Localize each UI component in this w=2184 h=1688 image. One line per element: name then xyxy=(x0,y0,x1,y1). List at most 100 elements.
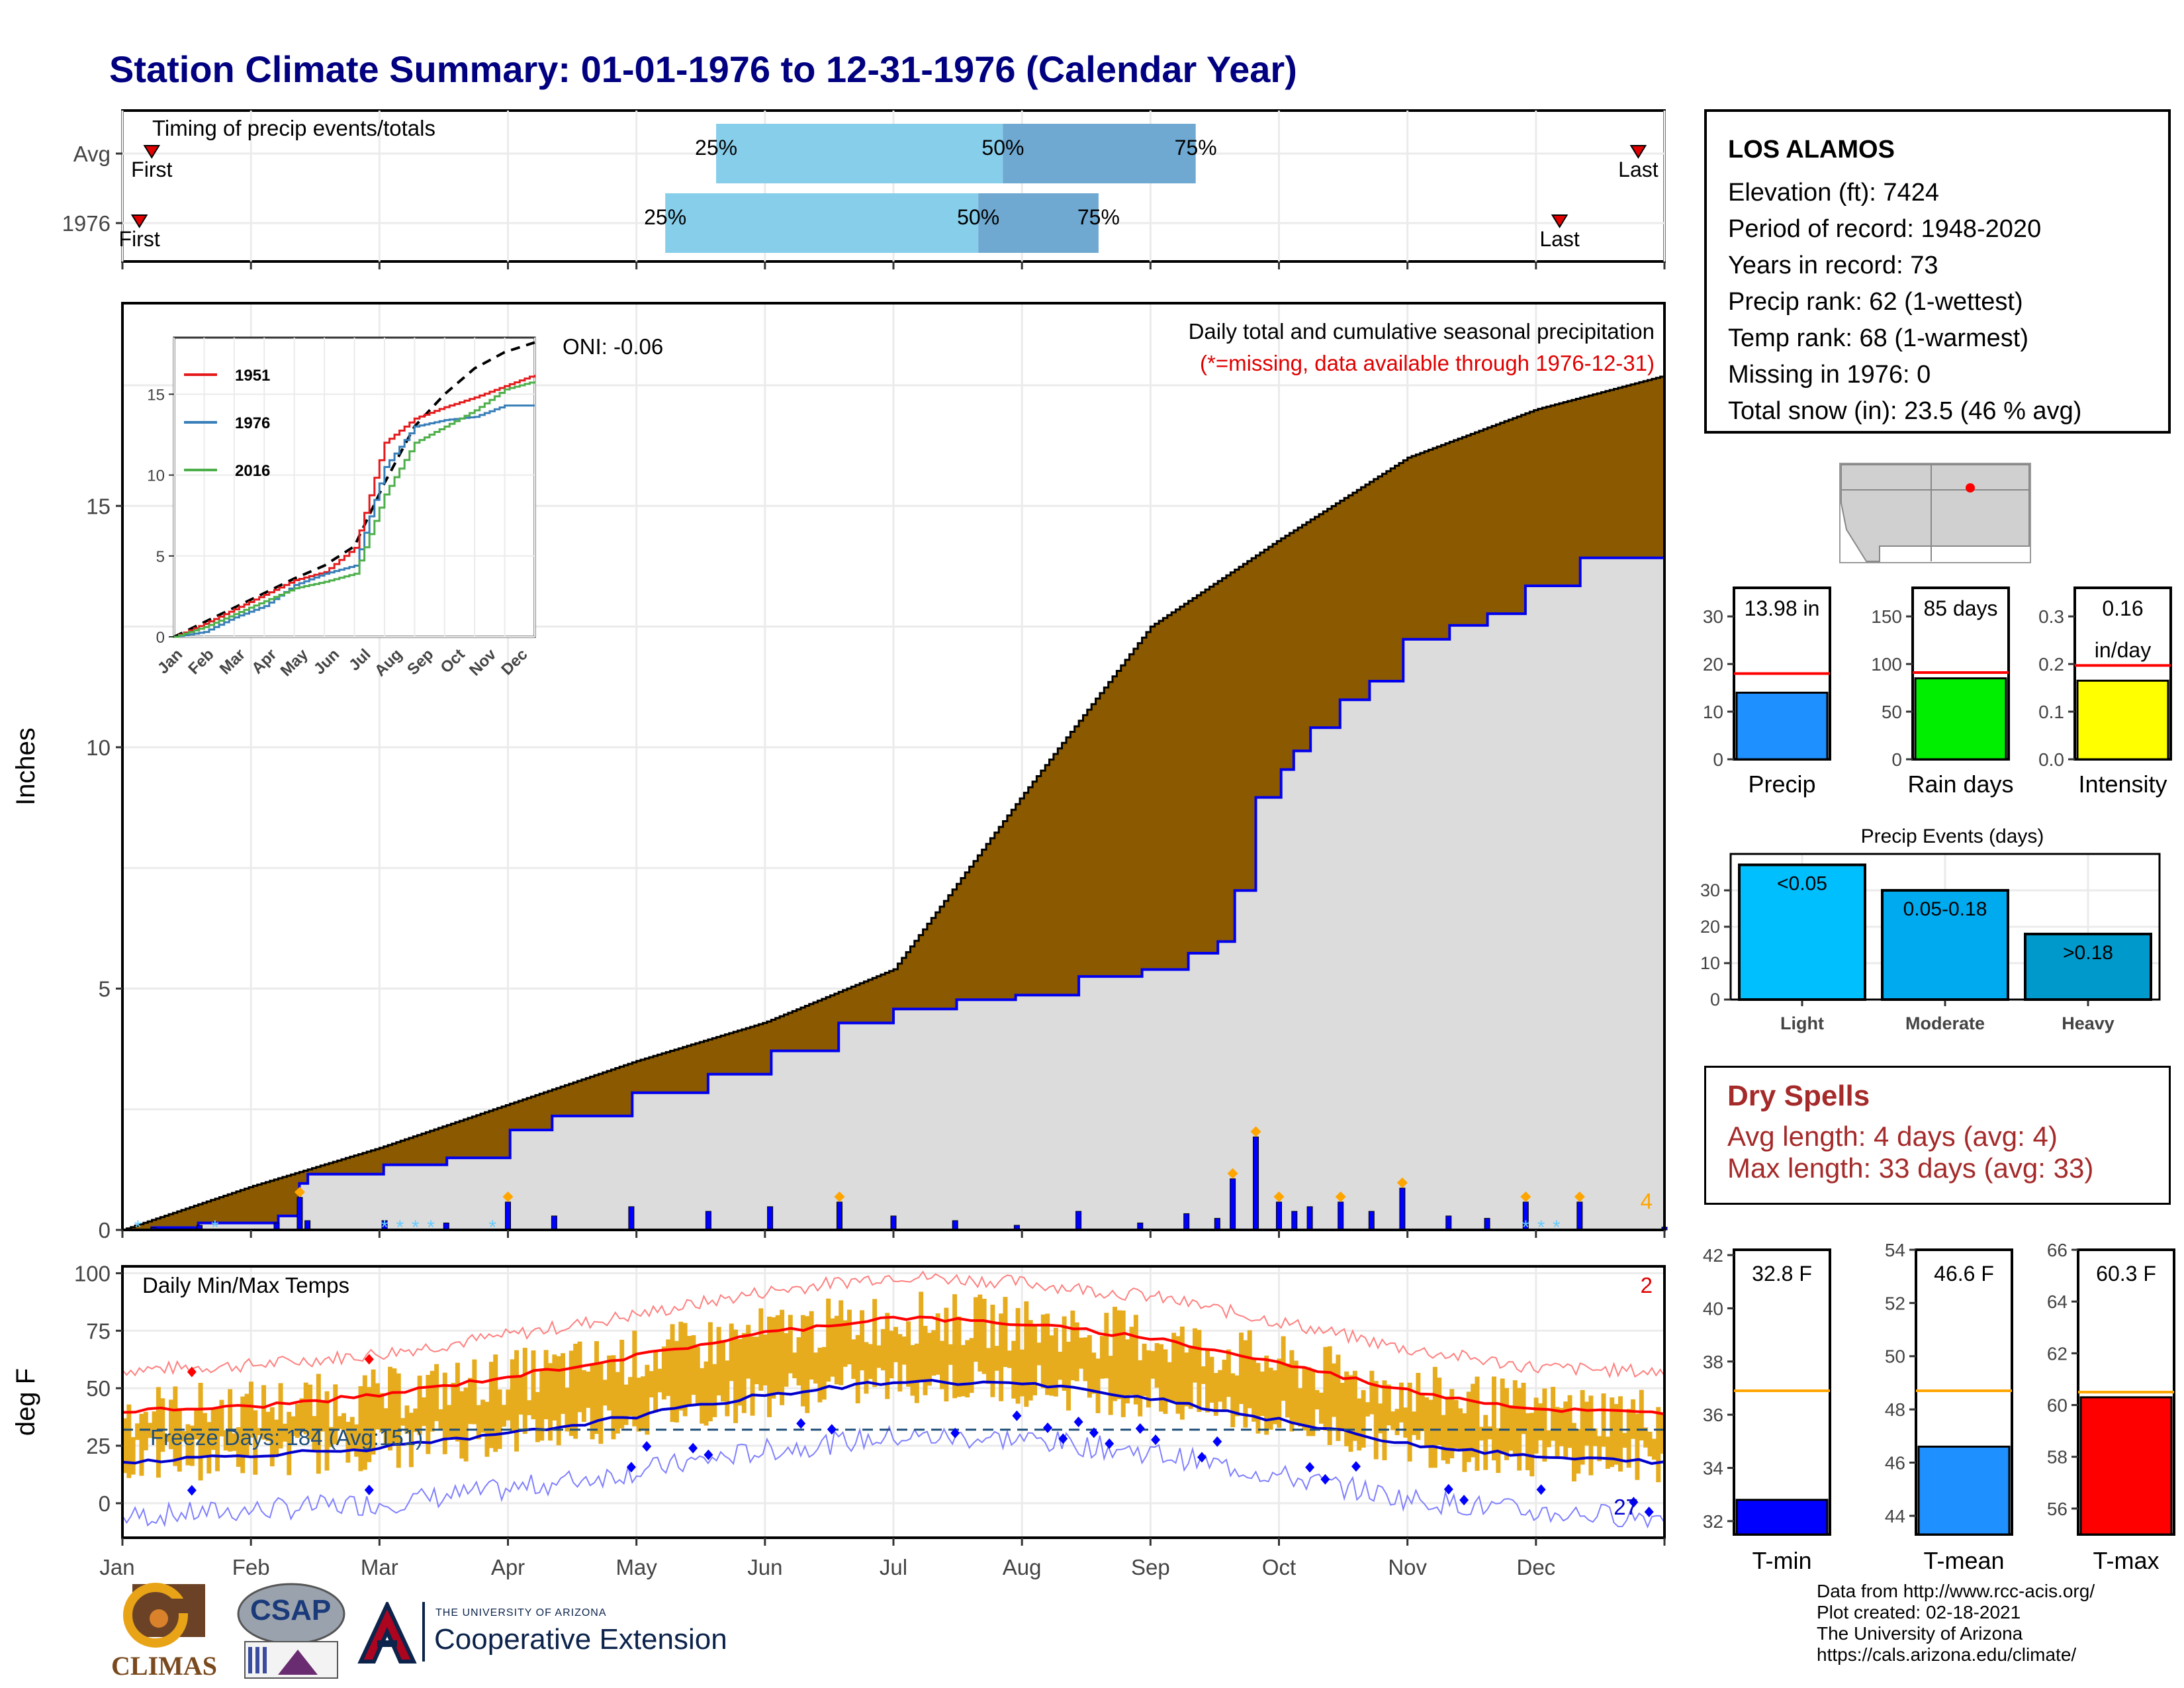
daily-temp-bar xyxy=(999,1313,1004,1401)
daily-temp-bar xyxy=(1074,1322,1079,1382)
daily-temp-bar xyxy=(236,1427,241,1467)
timing-bar-q25-q50 xyxy=(716,124,1003,183)
daily-temp-bar xyxy=(333,1384,338,1444)
month-label: Feb xyxy=(232,1555,270,1579)
cold-extreme-marker xyxy=(626,1462,636,1473)
daily-temp-bar xyxy=(1533,1397,1539,1454)
precip-extreme-marker xyxy=(1396,1177,1408,1188)
daily-temp-bar xyxy=(754,1336,759,1385)
month-label: Sep xyxy=(1131,1555,1170,1579)
timing-row-label: Avg xyxy=(73,142,111,166)
daily-temp-bar xyxy=(1015,1308,1021,1404)
summary-bar-fill xyxy=(1735,691,1829,761)
daily-temp-bar xyxy=(1058,1352,1063,1380)
credit-line-url: https://cals.arizona.edu/climate/ xyxy=(1817,1644,2077,1665)
precip-daily-bar xyxy=(551,1215,557,1231)
avg-min-line xyxy=(122,1378,1665,1465)
daily-temp-bar xyxy=(1045,1313,1050,1395)
daily-temp-bar xyxy=(1352,1370,1357,1441)
station-period: Period of record: 1948-2020 xyxy=(1728,215,2042,243)
daily-temp-bar xyxy=(426,1374,431,1454)
daily-temp-bar xyxy=(1070,1310,1075,1381)
inset-y-tick-label: 10 xyxy=(147,467,165,485)
daily-temp-bar xyxy=(1449,1389,1455,1458)
daily-temp-bar xyxy=(1226,1349,1231,1397)
daily-temp-bar xyxy=(1142,1343,1147,1396)
daily-temp-bar xyxy=(729,1323,734,1382)
events-bar-label: >0.18 xyxy=(2063,942,2113,964)
daily-temp-bar xyxy=(1323,1346,1328,1431)
daily-temp-bar xyxy=(1032,1325,1038,1395)
daily-temp-bar xyxy=(1365,1402,1370,1417)
daily-temp-bar xyxy=(1154,1342,1160,1388)
temp-summary-tick-label: 64 xyxy=(2047,1291,2068,1312)
daily-temp-bar xyxy=(994,1346,999,1371)
summary-bar-tick-label: 0.0 xyxy=(2038,749,2064,770)
daily-temp-bar xyxy=(569,1350,574,1436)
daily-temp-bar xyxy=(375,1383,380,1430)
daily-temp-bar xyxy=(906,1321,911,1387)
daily-temp-bar xyxy=(632,1331,637,1427)
dry-spells-max: Max length: 33 days (avg: 33) xyxy=(1727,1152,2094,1184)
timing-last-marker xyxy=(1629,145,1647,159)
daily-temp-bar xyxy=(1327,1346,1332,1445)
cold-extreme-marker xyxy=(364,1484,374,1495)
daily-temp-bar xyxy=(1133,1315,1138,1405)
daily-temp-bar xyxy=(1538,1403,1543,1440)
daily-temp-bar xyxy=(986,1348,991,1384)
cold-extreme-marker xyxy=(688,1442,698,1454)
daily-temp-bar xyxy=(1412,1411,1416,1435)
daily-temp-bar xyxy=(1416,1372,1421,1440)
precip-daily-bar xyxy=(296,1197,303,1231)
daily-temp-bar xyxy=(388,1366,393,1451)
daily-temp-bar xyxy=(1500,1378,1505,1454)
daily-temp-bar xyxy=(442,1372,447,1454)
precip-daily-bar xyxy=(890,1215,897,1231)
summary-bar-tick-label: 0.3 xyxy=(2038,606,2064,627)
inset-legend-label: 1951 xyxy=(235,367,270,385)
daily-temp-bar xyxy=(1272,1370,1277,1425)
daily-temp-bar xyxy=(472,1359,477,1425)
daily-temp-bar xyxy=(910,1344,915,1396)
daily-temp-bar xyxy=(1453,1399,1459,1448)
hot-extreme-count: 2 xyxy=(1641,1273,1653,1297)
daily-temp-bar xyxy=(1462,1413,1467,1472)
daily-temp-bar xyxy=(889,1331,894,1379)
daily-temp-bar xyxy=(1403,1407,1408,1438)
daily-temp-bar xyxy=(324,1391,330,1471)
daily-temp-bar xyxy=(556,1356,561,1446)
credit-line-created: Plot created: 02-18-2021 xyxy=(1817,1602,2021,1622)
daily-temp-bar xyxy=(927,1333,932,1386)
cold-extreme-marker xyxy=(1536,1484,1546,1495)
precip-y-tick-label: 10 xyxy=(86,735,111,760)
daily-temp-bar xyxy=(661,1346,666,1400)
daily-temp-bar xyxy=(531,1350,536,1420)
daily-temp-bar xyxy=(965,1340,970,1398)
cold-extreme-marker xyxy=(1089,1427,1099,1438)
month-label: Mar xyxy=(361,1555,398,1579)
daily-temp-bar xyxy=(1113,1307,1118,1401)
daily-temp-bar xyxy=(1003,1297,1008,1368)
daily-temp-bar xyxy=(455,1362,460,1442)
cold-extreme-marker xyxy=(1320,1474,1330,1485)
temp-summary-value-label: 32.8 F xyxy=(1752,1262,1812,1286)
daily-temp-bar xyxy=(1188,1348,1193,1409)
precip-extreme-marker xyxy=(834,1191,845,1202)
daily-temp-bar xyxy=(1420,1393,1425,1432)
daily-temp-bar xyxy=(312,1416,317,1452)
cold-extreme-marker xyxy=(1012,1410,1022,1421)
daily-temp-bar xyxy=(1588,1395,1594,1476)
daily-temp-bar xyxy=(198,1382,203,1481)
daily-temp-bar xyxy=(1028,1320,1033,1401)
daily-temp-bar xyxy=(893,1327,898,1362)
daily-temp-bar xyxy=(527,1400,532,1415)
daily-temp-bar xyxy=(1247,1330,1252,1409)
daily-temp-bar xyxy=(408,1413,414,1468)
snow-marker: * xyxy=(1553,1217,1561,1239)
hot-extreme-marker xyxy=(364,1354,374,1365)
daily-temp-bar xyxy=(1150,1350,1156,1379)
snow-marker: * xyxy=(381,1217,388,1239)
daily-temp-bar xyxy=(1259,1371,1265,1417)
daily-temp-bar xyxy=(1129,1327,1134,1395)
